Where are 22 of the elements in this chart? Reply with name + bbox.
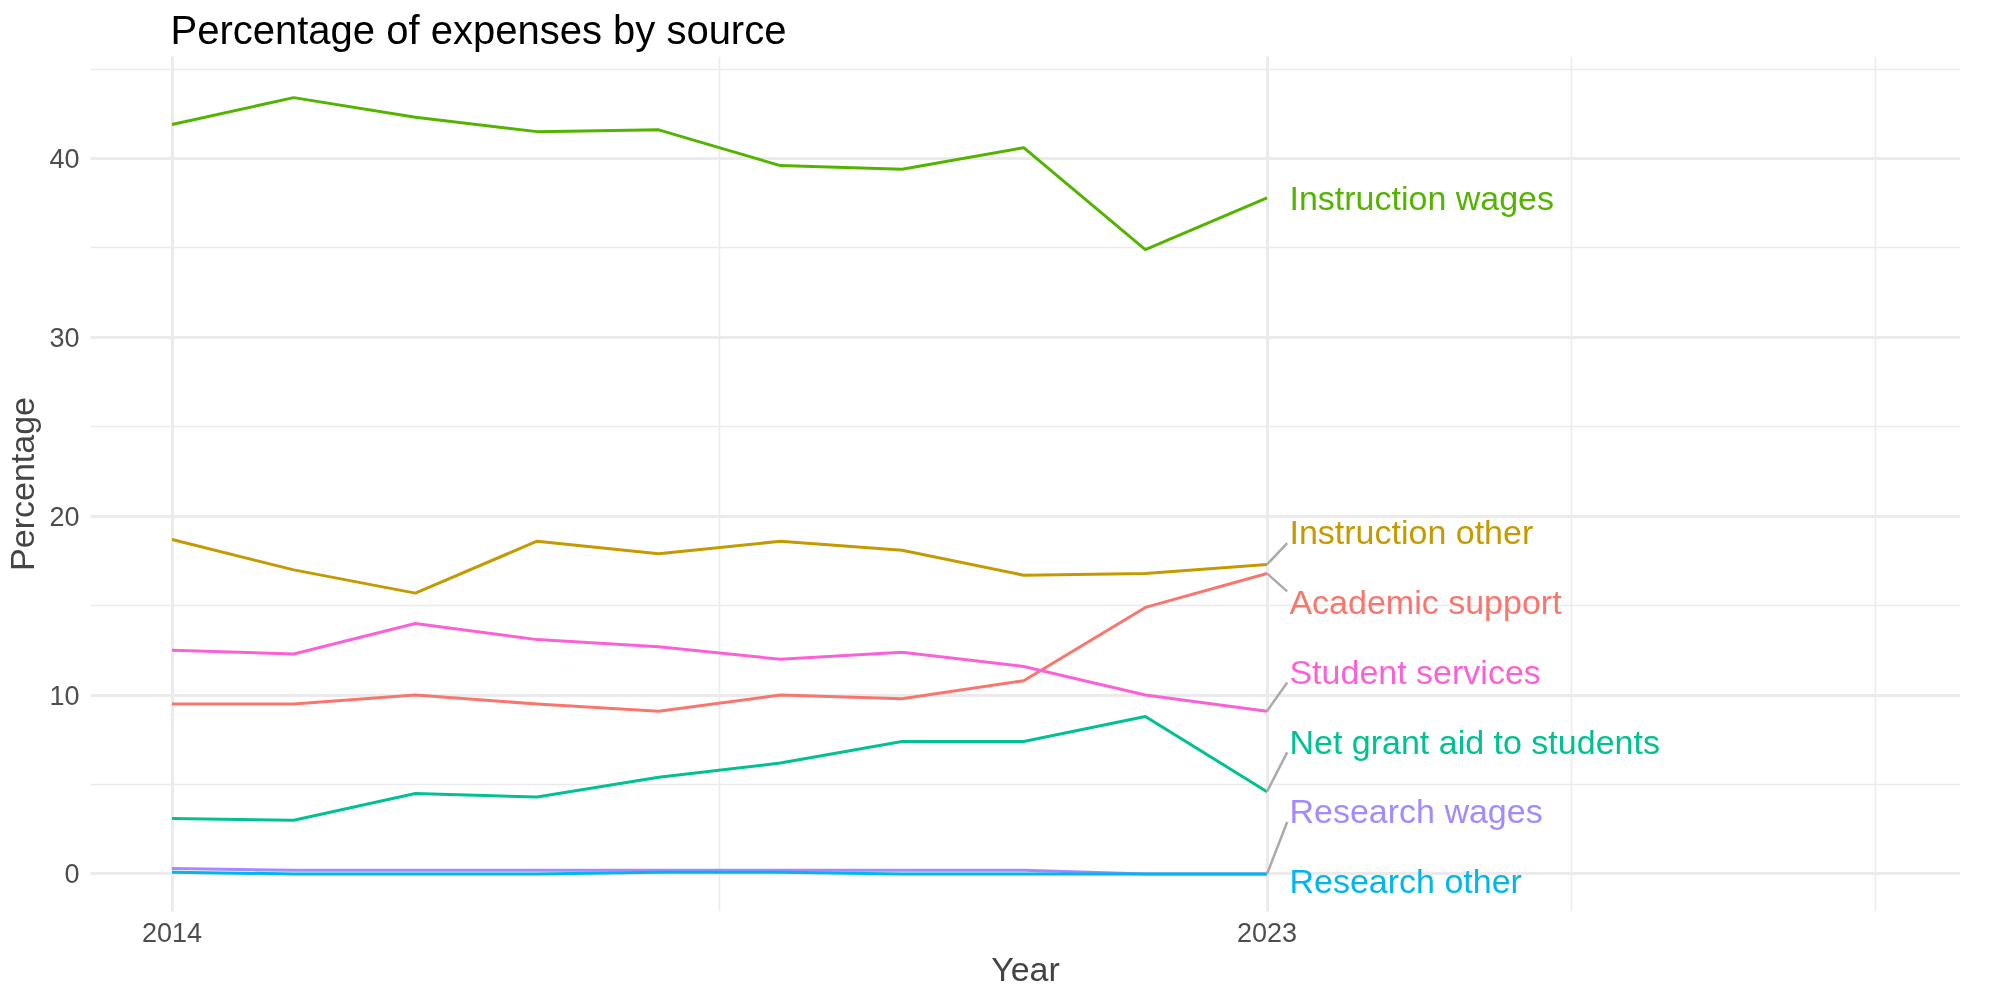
- series-label: Academic support: [1289, 583, 1563, 622]
- y-tick-label: 20: [49, 501, 80, 532]
- y-axis-title: Percentage: [3, 397, 42, 571]
- line-series: [170, 622, 1269, 713]
- chart-title: Percentage of expenses by source: [170, 7, 787, 52]
- y-tick-label: 30: [49, 322, 80, 353]
- x-axis-title: Year: [991, 949, 1060, 988]
- series-label: Instruction wages: [1289, 178, 1555, 217]
- series-label: Student services: [1289, 652, 1541, 691]
- x-tick-label: 2023: [1236, 917, 1298, 948]
- series-label: Research wages: [1289, 792, 1543, 831]
- y-tick-label: 40: [49, 143, 80, 174]
- series-label: Net grant aid to students: [1289, 722, 1660, 761]
- line-series: [170, 571, 1269, 713]
- x-tick-label: 2014: [141, 917, 203, 948]
- y-tick-label: 0: [64, 859, 80, 890]
- series-label: Research other: [1289, 862, 1522, 901]
- y-tick-label: 10: [49, 680, 80, 711]
- line-series: [170, 715, 1269, 822]
- line-series: [170, 96, 1269, 252]
- series-label: Instruction other: [1289, 513, 1534, 552]
- line-series: [170, 537, 1269, 595]
